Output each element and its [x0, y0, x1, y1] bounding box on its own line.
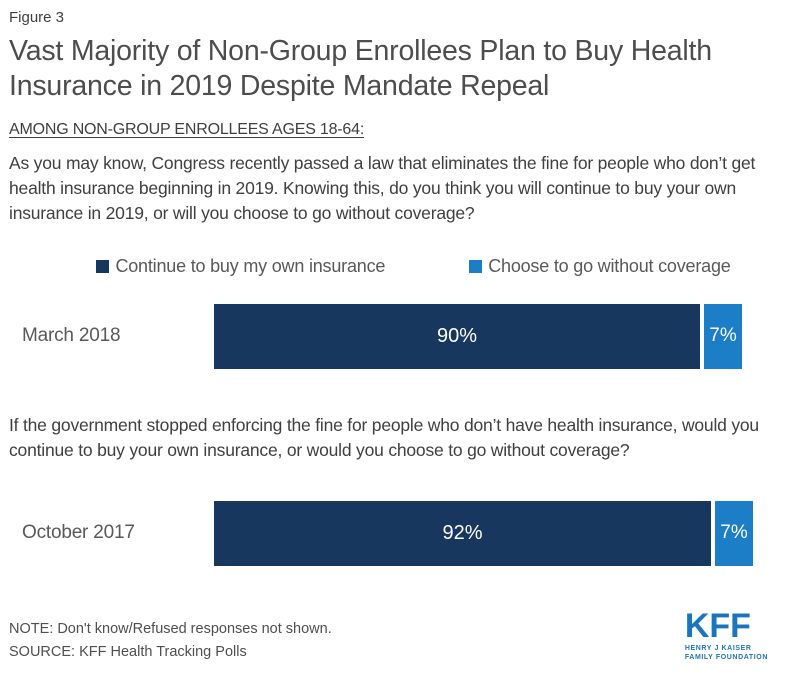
- kff-logo-subline-1: HENRY J KAISER: [684, 645, 752, 652]
- chart-legend: Continue to buy my own insurance Choose …: [37, 256, 790, 277]
- note-line: NOTE: Don't know/Refused responses not s…: [9, 621, 332, 638]
- kff-logo: KFF HENRY J KAISER FAMILY FOUNDATION: [685, 609, 768, 661]
- source-line: SOURCE: KFF Health Tracking Polls: [9, 643, 247, 660]
- bar-track: 92% 7%: [214, 500, 753, 566]
- legend-swatch-dark-navy: [96, 259, 110, 273]
- legend-swatch-bright-blue: [469, 259, 483, 273]
- figure-label: Figure 3: [9, 9, 65, 26]
- bar-row-march-2018: March 2018 90% 7%: [9, 303, 790, 369]
- bar-track: 90% 7%: [214, 303, 742, 369]
- legend-item-without-coverage: Choose to go without coverage: [469, 255, 731, 277]
- footer-notes: NOTE: Don't know/Refused responses not s…: [9, 618, 332, 663]
- category-label: March 2018: [22, 325, 121, 347]
- kff-logo-text: KFF: [684, 607, 751, 645]
- population-subtitle: AMONG NON-GROUP ENROLLEES AGES 18-64:: [9, 120, 365, 138]
- page-title: Vast Majority of Non-Group Enrollees Pla…: [9, 35, 712, 103]
- bar-segment-continue: 92%: [214, 500, 711, 566]
- legend-item-continue: Continue to buy my own insurance: [96, 256, 385, 277]
- kff-logo-subline-2: FAMILY FOUNDATION: [684, 654, 768, 661]
- category-label: October 2017: [22, 522, 135, 544]
- legend-label: Choose to go without coverage: [488, 255, 731, 276]
- legend-label: Continue to buy my own insurance: [115, 255, 386, 276]
- bar-segment-without-coverage: 7%: [704, 303, 742, 369]
- report-page: Figure 3 Vast Majority of Non-Group Enro…: [9, 9, 790, 661]
- survey-question-1: As you may know, Congress recently passe…: [9, 152, 756, 223]
- bar-row-october-2017: October 2017 92% 7%: [9, 500, 790, 566]
- survey-question-2: If the government stopped enforcing the …: [9, 414, 759, 460]
- bar-segment-continue: 90%: [214, 303, 700, 369]
- bar-segment-without-coverage: 7%: [715, 500, 753, 566]
